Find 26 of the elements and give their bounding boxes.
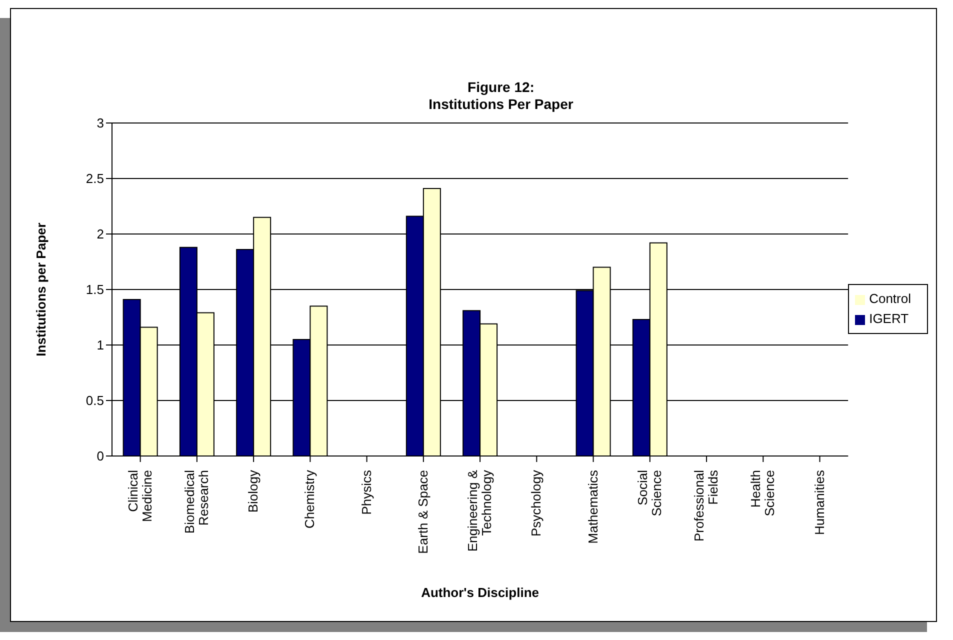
x-tick-label: Clinical Medicine [125, 470, 154, 522]
y-tick-label: 0 [96, 448, 104, 464]
y-tick-label: 0.5 [86, 393, 104, 408]
y-tick-label: 2.5 [86, 171, 104, 186]
x-tick-label: Engineering & Technology [465, 470, 494, 552]
legend-label: IGERT [869, 311, 909, 326]
y-tick-label: 2 [96, 226, 104, 242]
chart-title: Figure 12: [466, 79, 536, 96]
x-tick-label: Professional Fields [692, 470, 721, 542]
x-tick-label: Psychology [528, 470, 544, 536]
x-tick-label: Humanities [812, 470, 827, 536]
y-tick-label: 3 [96, 116, 104, 131]
chart-subtitle: Institutions Per Paper [428, 96, 574, 113]
x-tick-label: Physics [358, 470, 374, 515]
legend-label: Control [869, 291, 911, 306]
x-tick-label: Mathematics [585, 470, 600, 544]
x-axis-title: Author's Discipline [421, 585, 540, 600]
x-tick-label: Social Science [634, 470, 664, 516]
x-tick-label: Chemistry [302, 470, 318, 529]
x-tick-label: Biomedical Research [182, 470, 211, 534]
y-axis-title: Institutions per Paper [34, 222, 49, 356]
x-tick-label: Health Science [748, 470, 778, 516]
x-tick-label: Earth & Space [415, 470, 430, 554]
x-tick-label: Biology [246, 470, 261, 513]
y-tick-label: 1 [96, 338, 104, 353]
y-tick-label: 1.5 [86, 282, 104, 298]
